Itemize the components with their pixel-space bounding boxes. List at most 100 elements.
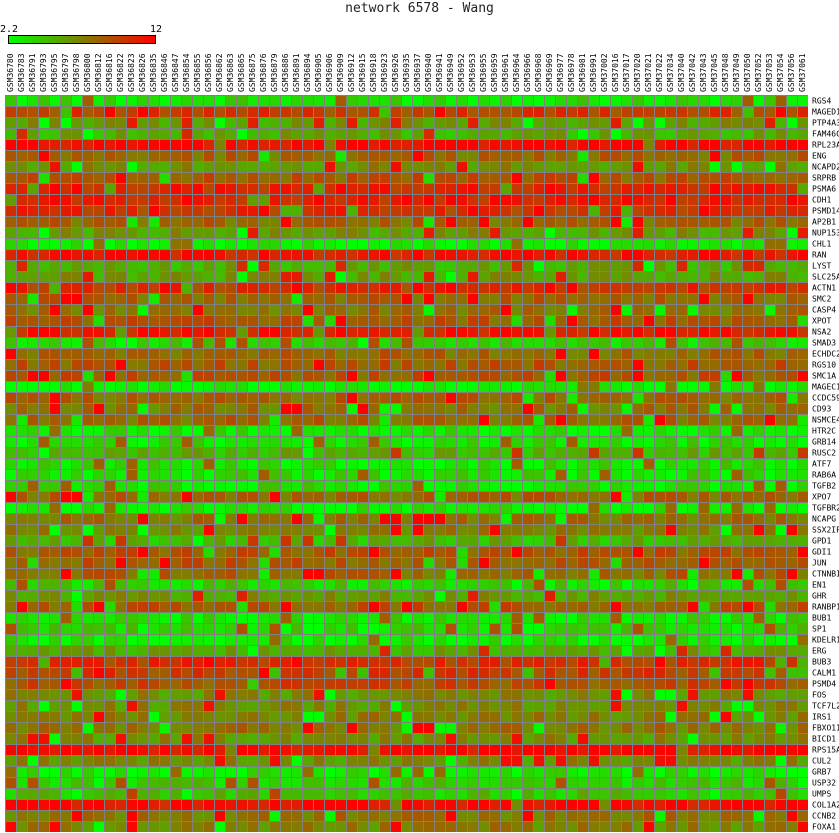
heatmap-cell — [754, 459, 764, 469]
heatmap-cell — [138, 228, 148, 238]
heatmap-cell — [578, 800, 588, 810]
heatmap-cell — [677, 723, 687, 733]
heatmap-cell — [765, 96, 775, 106]
heatmap-cell — [94, 305, 104, 315]
heatmap-cell — [270, 217, 280, 227]
heatmap-cell — [292, 492, 302, 502]
heatmap-cell — [6, 206, 16, 216]
heatmap-cell — [688, 206, 698, 216]
heatmap-cell — [358, 239, 368, 249]
heatmap-cell — [490, 690, 500, 700]
heatmap-cell — [710, 503, 720, 513]
heatmap-cell — [116, 129, 126, 139]
heatmap-cell — [50, 250, 60, 260]
heatmap-cell — [28, 668, 38, 678]
heatmap-cell — [446, 173, 456, 183]
heatmap-cell — [270, 789, 280, 799]
heatmap-cell — [457, 437, 467, 447]
heatmap-cell — [369, 734, 379, 744]
heatmap-cell — [677, 635, 687, 645]
heatmap-cell — [710, 184, 720, 194]
heatmap-cell — [545, 426, 555, 436]
heatmap-cell — [600, 580, 610, 590]
heatmap-cell — [655, 327, 665, 337]
heatmap-cell — [83, 393, 93, 403]
heatmap-cell — [215, 800, 225, 810]
heatmap-cell — [765, 514, 775, 524]
heatmap-cell — [424, 734, 434, 744]
heatmap-cell — [347, 800, 357, 810]
heatmap-cell — [94, 635, 104, 645]
heatmap-cell — [116, 371, 126, 381]
heatmap-cell — [688, 360, 698, 370]
heatmap-cell — [270, 800, 280, 810]
column-label: GSM37034 — [666, 53, 675, 92]
heatmap-cell — [358, 107, 368, 117]
heatmap-cell — [193, 96, 203, 106]
heatmap-cell — [523, 514, 533, 524]
heatmap-cell — [292, 569, 302, 579]
heatmap-cell — [358, 756, 368, 766]
heatmap-cell — [787, 415, 797, 425]
heatmap-cell — [94, 195, 104, 205]
heatmap-cell — [479, 129, 489, 139]
heatmap-cell — [391, 800, 401, 810]
heatmap-cell — [105, 393, 115, 403]
heatmap-cell — [765, 734, 775, 744]
heatmap-cell — [226, 107, 236, 117]
heatmap-cell — [83, 756, 93, 766]
heatmap-cell — [523, 613, 533, 623]
heatmap-cell — [248, 327, 258, 337]
heatmap-cell — [83, 723, 93, 733]
heatmap-cell — [17, 756, 27, 766]
heatmap-cell — [160, 151, 170, 161]
heatmap-cell — [512, 349, 522, 359]
heatmap-cell — [138, 96, 148, 106]
heatmap-cell — [248, 217, 258, 227]
heatmap-cell — [644, 217, 654, 227]
heatmap-cell — [501, 712, 511, 722]
heatmap-cell — [501, 756, 511, 766]
heatmap-cell — [28, 118, 38, 128]
heatmap-cell — [204, 481, 214, 491]
heatmap-cell — [105, 745, 115, 755]
heatmap-cell — [237, 591, 247, 601]
heatmap-cell — [369, 657, 379, 667]
heatmap-cell — [666, 349, 676, 359]
heatmap-cell — [105, 96, 115, 106]
heatmap-cell — [688, 184, 698, 194]
heatmap-cell — [204, 294, 214, 304]
heatmap-cell — [380, 107, 390, 117]
heatmap-cell — [50, 778, 60, 788]
heatmap-cell — [611, 602, 621, 612]
heatmap-cell — [633, 569, 643, 579]
heatmap-cell — [512, 151, 522, 161]
heatmap-cell — [193, 745, 203, 755]
heatmap-cell — [501, 371, 511, 381]
heatmap-cell — [171, 811, 181, 821]
heatmap-cell — [270, 536, 280, 546]
heatmap-cell — [248, 580, 258, 590]
heatmap-cell — [666, 107, 676, 117]
heatmap-cell — [314, 536, 324, 546]
heatmap-cell — [578, 613, 588, 623]
heatmap-cell — [116, 591, 126, 601]
heatmap-cell — [622, 734, 632, 744]
heatmap-cell — [611, 129, 621, 139]
heatmap-cell — [281, 239, 291, 249]
heatmap-cell — [127, 635, 137, 645]
heatmap-cell — [61, 778, 71, 788]
heatmap-cell — [677, 602, 687, 612]
heatmap-cell — [127, 239, 137, 249]
heatmap-cell — [435, 679, 445, 689]
heatmap-cell — [578, 393, 588, 403]
heatmap-cell — [259, 250, 269, 260]
heatmap-cell — [556, 360, 566, 370]
heatmap-cell — [116, 382, 126, 392]
heatmap-cell — [292, 96, 302, 106]
heatmap-cell — [556, 657, 566, 667]
heatmap-cell — [270, 580, 280, 590]
heatmap-cell — [39, 712, 49, 722]
heatmap-cell — [666, 140, 676, 150]
heatmap-cell — [699, 613, 709, 623]
